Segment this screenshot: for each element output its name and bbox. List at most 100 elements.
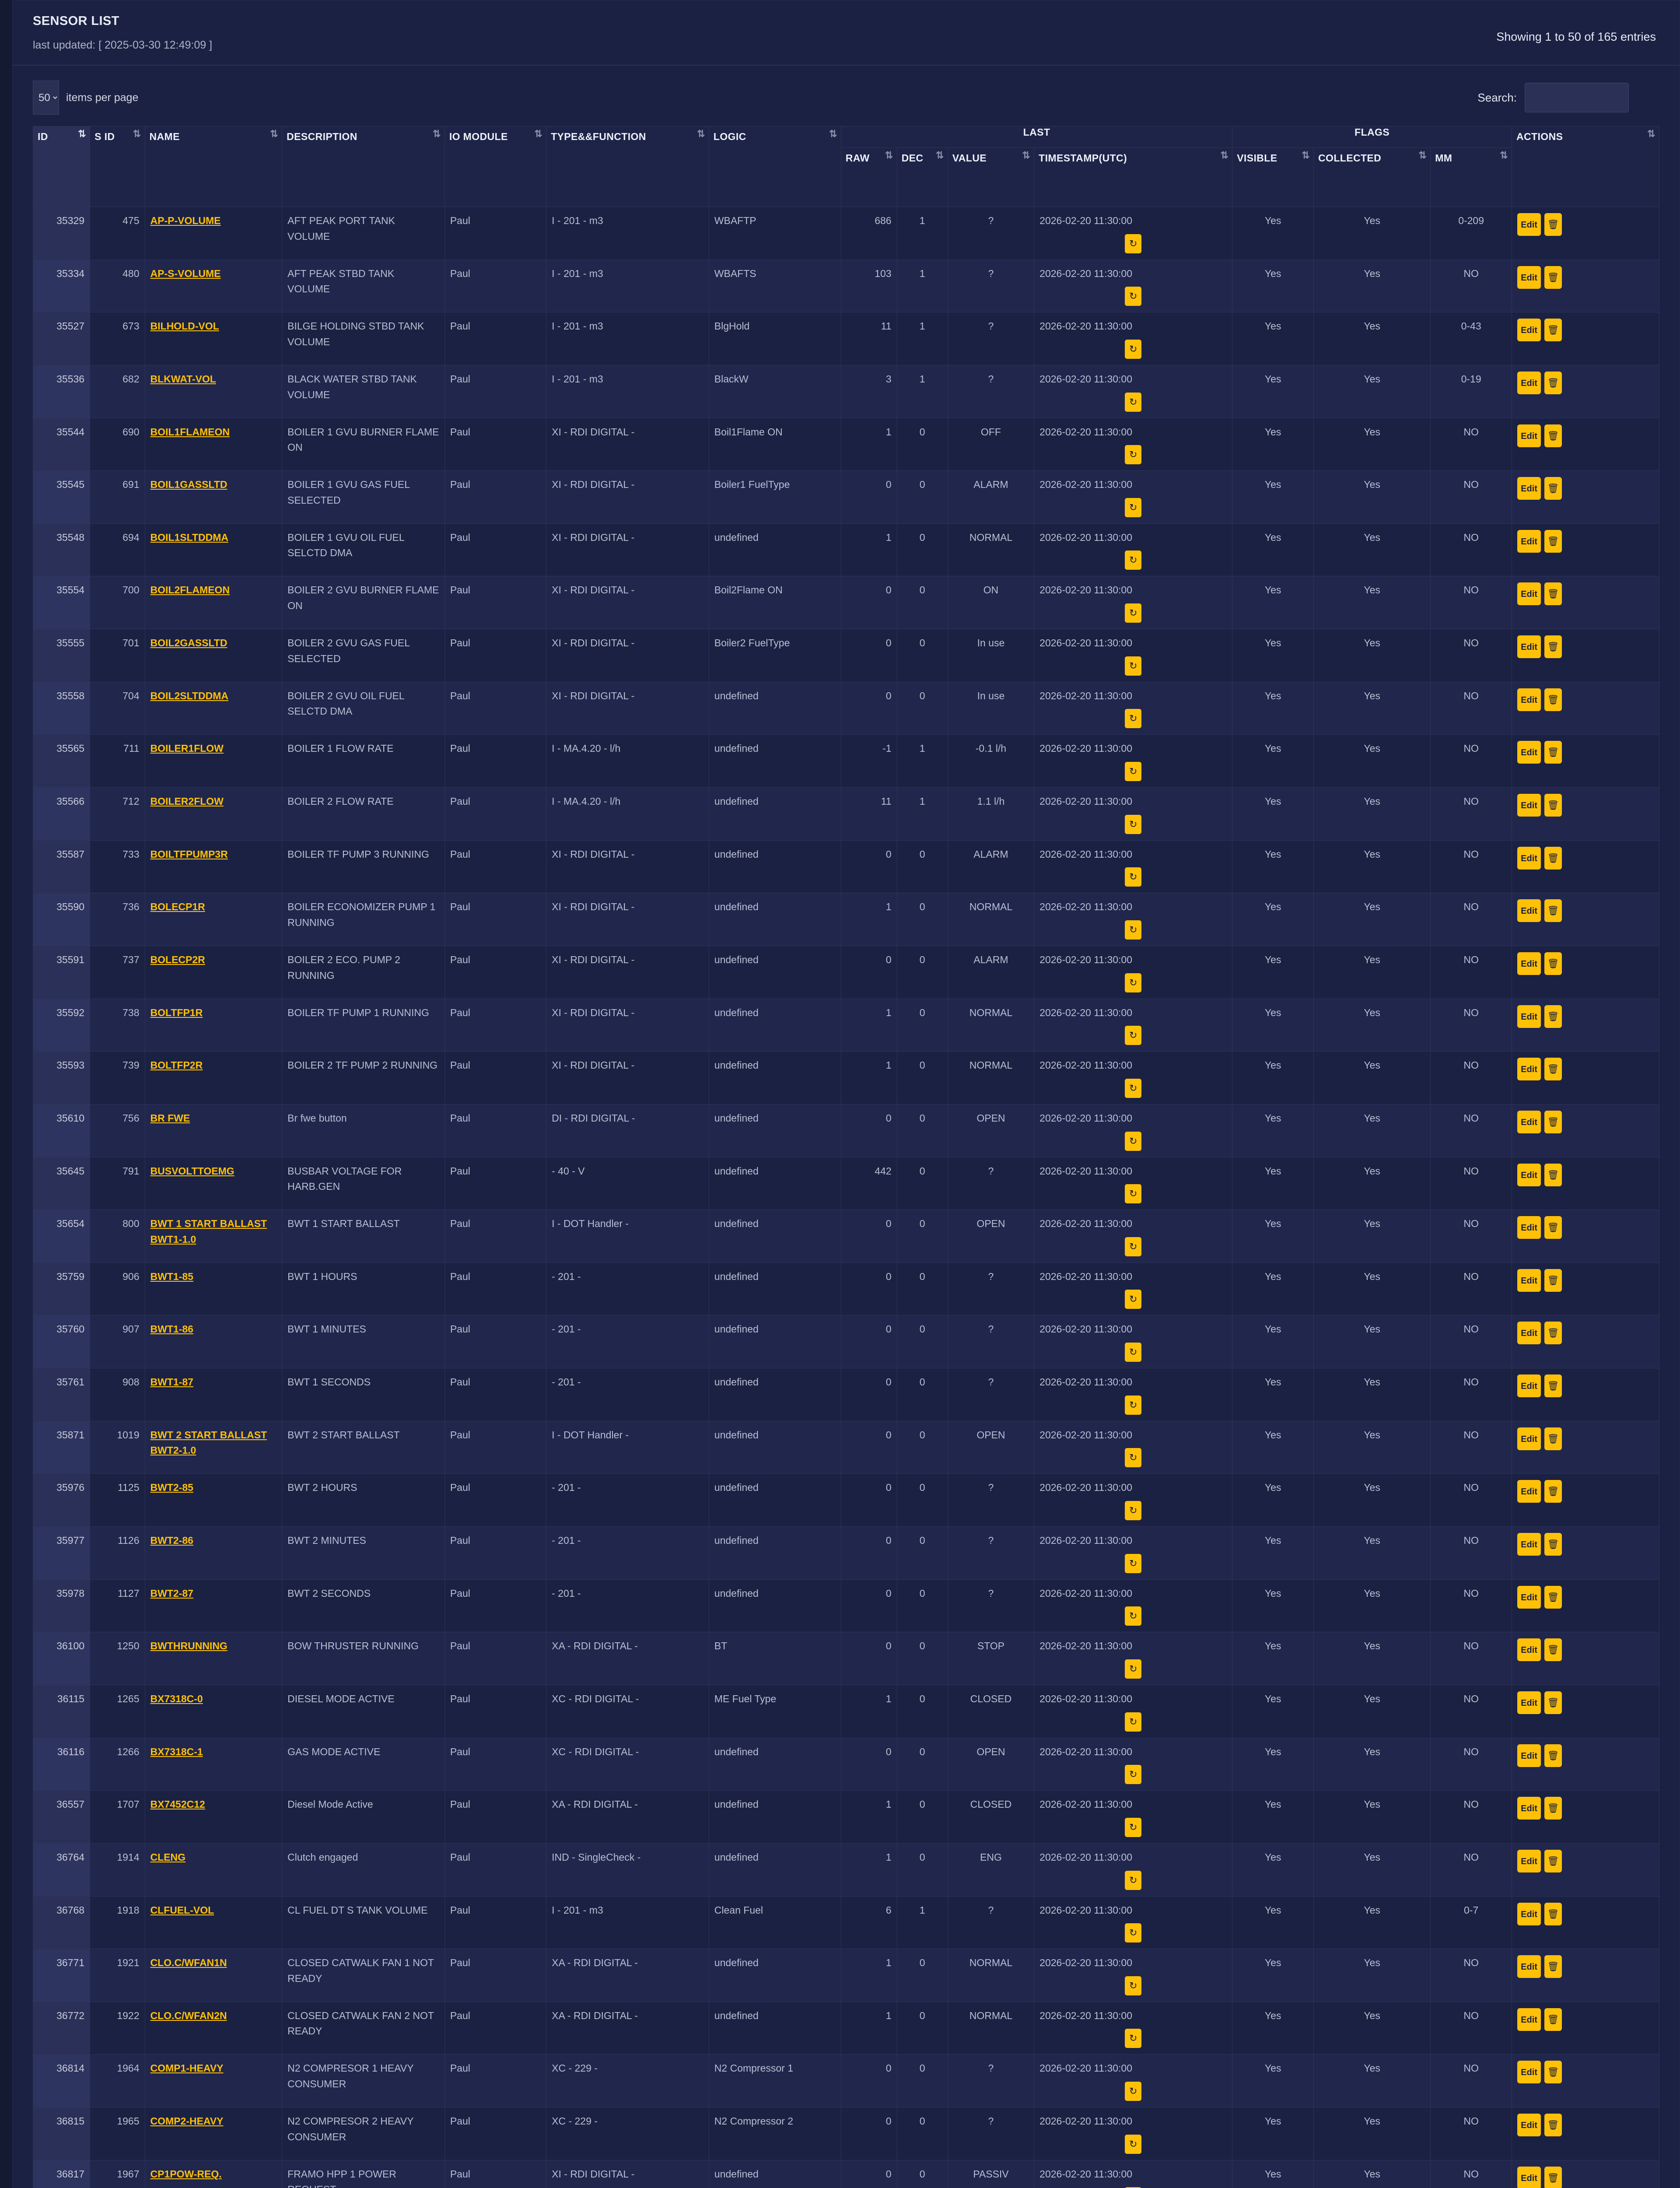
col-header-id[interactable]: ⇅ ID <box>32 126 91 207</box>
refresh-icon-button[interactable]: ↻ <box>1125 2187 1142 2188</box>
refresh-icon-button[interactable]: ↻ <box>1125 1290 1142 1309</box>
sensor-name-link[interactable]: BOLTFP1R <box>150 1006 203 1018</box>
refresh-icon-button[interactable]: ↻ <box>1125 445 1142 465</box>
delete-trash-icon-button[interactable]: 🗑 <box>1544 582 1562 606</box>
refresh-icon-button[interactable]: ↻ <box>1125 2134 1142 2154</box>
sensor-name-link[interactable]: BWT1-85 <box>150 1270 193 1282</box>
edit-button[interactable]: Edit <box>1517 1638 1541 1662</box>
edit-button[interactable]: Edit <box>1517 2008 1541 2031</box>
col-header-logic[interactable]: ⇅ LOGIC <box>708 126 841 207</box>
edit-button[interactable]: Edit <box>1517 319 1541 342</box>
edit-button[interactable]: Edit <box>1517 1005 1541 1028</box>
refresh-icon-button[interactable]: ↻ <box>1125 762 1142 782</box>
edit-button[interactable]: Edit <box>1517 635 1541 659</box>
edit-button[interactable]: Edit <box>1517 1375 1541 1398</box>
sensor-name-link[interactable]: BOLTFP2R <box>150 1059 203 1071</box>
delete-trash-icon-button[interactable]: 🗑 <box>1544 1902 1562 1925</box>
refresh-icon-button[interactable]: ↻ <box>1125 1501 1142 1521</box>
delete-trash-icon-button[interactable]: 🗑 <box>1544 1427 1562 1450</box>
col-header-mm[interactable]: ⇅ MM <box>1430 147 1512 207</box>
refresh-icon-button[interactable]: ↻ <box>1125 339 1142 359</box>
refresh-icon-button[interactable]: ↻ <box>1125 1448 1142 1468</box>
refresh-icon-button[interactable]: ↻ <box>1125 1870 1142 1890</box>
delete-trash-icon-button[interactable]: 🗑 <box>1544 1110 1562 1133</box>
sensor-name-link[interactable]: CLENG <box>150 1851 186 1863</box>
delete-trash-icon-button[interactable]: 🗑 <box>1544 2061 1562 2084</box>
edit-button[interactable]: Edit <box>1517 1797 1541 1820</box>
sensor-name-link[interactable]: BX7452C12 <box>150 1799 205 1810</box>
col-header-dec[interactable]: ⇅ DEC <box>896 147 948 207</box>
edit-button[interactable]: Edit <box>1517 582 1541 606</box>
refresh-icon-button[interactable]: ↻ <box>1125 1712 1142 1732</box>
refresh-icon-button[interactable]: ↻ <box>1125 1659 1142 1679</box>
col-header-type-function[interactable]: ⇅ TYPE&&FUNCTION <box>546 126 709 207</box>
refresh-icon-button[interactable]: ↻ <box>1125 814 1142 834</box>
sensor-name-link[interactable]: BWT1-86 <box>150 1323 193 1335</box>
col-header-collected[interactable]: ⇅ COLLECTED <box>1313 147 1431 207</box>
refresh-icon-button[interactable]: ↻ <box>1125 1976 1142 1995</box>
delete-trash-icon-button[interactable]: 🗑 <box>1544 1955 1562 1978</box>
delete-trash-icon-button[interactable]: 🗑 <box>1544 1585 1562 1609</box>
edit-button[interactable]: Edit <box>1517 1427 1541 1450</box>
col-header-value[interactable]: ⇅ VALUE <box>947 147 1035 207</box>
edit-button[interactable]: Edit <box>1517 1955 1541 1978</box>
sensor-name-link[interactable]: BOIL2FLAMEON <box>150 584 230 596</box>
refresh-icon-button[interactable]: ↻ <box>1125 603 1142 623</box>
sensor-name-link[interactable]: BOIL2SLTDDMA <box>150 690 228 701</box>
edit-button[interactable]: Edit <box>1517 2061 1541 2084</box>
search-input[interactable] <box>1525 83 1629 112</box>
delete-trash-icon-button[interactable]: 🗑 <box>1544 1480 1562 1503</box>
sensor-name-link[interactable]: BWT 1 START BALLAST BWT1-1.0 <box>150 1218 267 1245</box>
refresh-icon-button[interactable]: ↻ <box>1125 498 1142 517</box>
refresh-icon-button[interactable]: ↻ <box>1125 973 1142 992</box>
edit-button[interactable]: Edit <box>1517 952 1541 975</box>
sensor-name-link[interactable]: BOLECP2R <box>150 954 205 965</box>
delete-trash-icon-button[interactable]: 🗑 <box>1544 1163 1562 1186</box>
delete-trash-icon-button[interactable]: 🗑 <box>1544 741 1562 764</box>
delete-trash-icon-button[interactable]: 🗑 <box>1544 529 1562 553</box>
edit-button[interactable]: Edit <box>1517 213 1541 236</box>
sensor-name-link[interactable]: BWT1-87 <box>150 1376 193 1388</box>
edit-button[interactable]: Edit <box>1517 846 1541 870</box>
col-header-actions[interactable]: ⇅ ACTIONS <box>1512 126 1659 207</box>
delete-trash-icon-button[interactable]: 🗑 <box>1544 1216 1562 1239</box>
edit-button[interactable]: Edit <box>1517 2166 1541 2188</box>
refresh-icon-button[interactable]: ↻ <box>1125 1237 1142 1256</box>
refresh-icon-button[interactable]: ↻ <box>1125 867 1142 887</box>
col-header-description[interactable]: ⇅ DESCRIPTION <box>282 126 445 207</box>
refresh-icon-button[interactable]: ↻ <box>1125 1765 1142 1785</box>
sensor-name-link[interactable]: AP-S-VOLUME <box>150 267 221 279</box>
delete-trash-icon-button[interactable]: 🗑 <box>1544 952 1562 975</box>
delete-trash-icon-button[interactable]: 🗑 <box>1544 1375 1562 1398</box>
col-header-name[interactable]: ⇅ NAME <box>144 126 283 207</box>
refresh-icon-button[interactable]: ↻ <box>1125 551 1142 570</box>
edit-button[interactable]: Edit <box>1517 424 1541 447</box>
refresh-icon-button[interactable]: ↻ <box>1125 656 1142 676</box>
edit-button[interactable]: Edit <box>1517 1480 1541 1503</box>
refresh-icon-button[interactable]: ↻ <box>1125 2082 1142 2101</box>
edit-button[interactable]: Edit <box>1517 1691 1541 1714</box>
delete-trash-icon-button[interactable]: 🗑 <box>1544 477 1562 500</box>
sensor-name-link[interactable]: BX7318C-1 <box>150 1746 203 1757</box>
sensor-name-link[interactable]: AP-P-VOLUME <box>150 215 221 226</box>
delete-trash-icon-button[interactable]: 🗑 <box>1544 1691 1562 1714</box>
sensor-name-link[interactable]: BWTHRUNNING <box>150 1640 228 1652</box>
delete-trash-icon-button[interactable]: 🗑 <box>1544 1849 1562 1872</box>
col-header-io-module[interactable]: ⇅ IO MODULE <box>444 126 547 207</box>
col-header-visible[interactable]: ⇅ VISIBLE <box>1232 147 1314 207</box>
delete-trash-icon-button[interactable]: 🗑 <box>1544 2114 1562 2137</box>
delete-trash-icon-button[interactable]: 🗑 <box>1544 424 1562 447</box>
sensor-name-link[interactable]: BWT 2 START BALLAST BWT2-1.0 <box>150 1429 267 1456</box>
refresh-icon-button[interactable]: ↻ <box>1125 1395 1142 1415</box>
delete-trash-icon-button[interactable]: 🗑 <box>1544 1058 1562 1081</box>
delete-trash-icon-button[interactable]: 🗑 <box>1544 1322 1562 1345</box>
sensor-name-link[interactable]: BOILTFPUMP3R <box>150 848 228 860</box>
refresh-icon-button[interactable]: ↻ <box>1125 1817 1142 1837</box>
edit-button[interactable]: Edit <box>1517 899 1541 922</box>
delete-trash-icon-button[interactable]: 🗑 <box>1544 371 1562 394</box>
sensor-name-link[interactable]: BUSVOLTTOEMG <box>150 1165 234 1177</box>
edit-button[interactable]: Edit <box>1517 477 1541 500</box>
sensor-name-link[interactable]: CLO.C/WFAN1N <box>150 1957 227 1969</box>
sensor-name-link[interactable]: BX7318C-0 <box>150 1693 203 1704</box>
sensor-name-link[interactable]: BR FWE <box>150 1112 190 1124</box>
